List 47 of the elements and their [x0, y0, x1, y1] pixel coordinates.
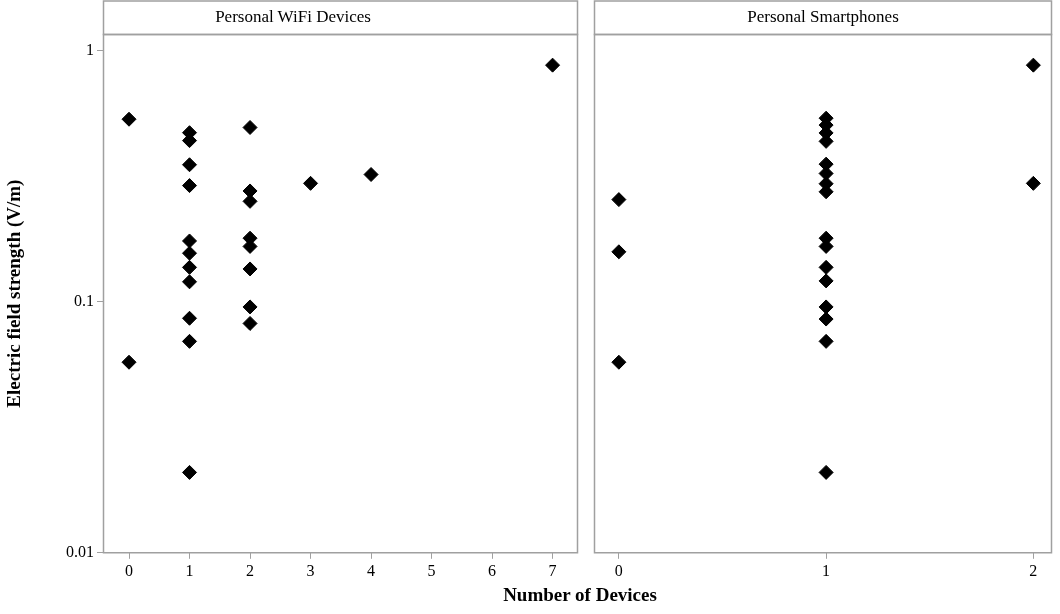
- point: [121, 111, 137, 127]
- point: [182, 245, 198, 261]
- x-axis-title: Number of Devices: [503, 584, 657, 606]
- point: [818, 259, 834, 275]
- x-tick-label: 1: [822, 561, 831, 579]
- chart-title: Personal WiFi Devices: [215, 6, 371, 26]
- point: [818, 464, 834, 480]
- point: [182, 157, 198, 173]
- point: [1025, 175, 1041, 191]
- point: [121, 354, 137, 370]
- point: [303, 175, 319, 191]
- point: [182, 464, 198, 480]
- point: [182, 259, 198, 275]
- point: [182, 274, 198, 290]
- point: [242, 119, 258, 135]
- y-tick-label: 1: [86, 40, 94, 58]
- x-tick-label: 6: [488, 561, 497, 579]
- point: [242, 315, 258, 331]
- point: [818, 311, 834, 327]
- point: [182, 333, 198, 349]
- point: [818, 273, 834, 289]
- x-tick-label: 4: [367, 561, 376, 579]
- point: [242, 299, 258, 315]
- point: [182, 310, 198, 326]
- point: [818, 333, 834, 349]
- point: [182, 233, 198, 249]
- x-tick-label: 3: [306, 561, 315, 579]
- point: [611, 192, 627, 208]
- x-tick-label: 2: [246, 561, 255, 579]
- point: [611, 354, 627, 370]
- point: [545, 57, 561, 73]
- chart-title: Personal Smartphones: [747, 6, 899, 26]
- x-tick-label: 7: [548, 561, 557, 579]
- point: [1025, 57, 1041, 73]
- point: [818, 299, 834, 315]
- x-tick-label: 5: [427, 561, 436, 579]
- x-tick-label: 0: [614, 561, 623, 579]
- x-tick-label: 2: [1029, 561, 1038, 579]
- point: [242, 261, 258, 277]
- x-tick-label: 1: [185, 561, 194, 579]
- point: [182, 178, 198, 194]
- y-axis-title: Electric field strength (V/m): [3, 179, 26, 408]
- y-tick-label: 0.1: [74, 291, 94, 309]
- point: [611, 244, 627, 260]
- x-tick-label: 0: [125, 561, 134, 579]
- y-tick-label: 0.01: [66, 543, 94, 560]
- point: [363, 167, 379, 183]
